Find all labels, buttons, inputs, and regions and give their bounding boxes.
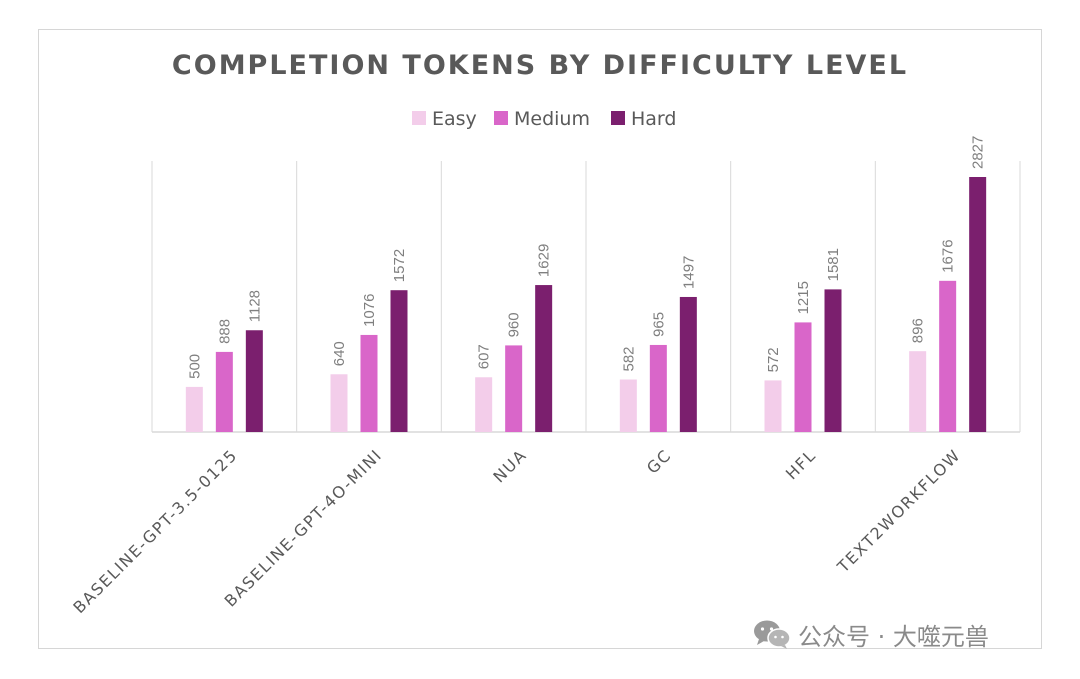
- bar-medium: [505, 345, 523, 432]
- x-tick-label: TEXT2WORKFLOW: [833, 445, 965, 577]
- bar-hard: [535, 285, 553, 432]
- data-label: 1497: [680, 256, 697, 289]
- data-label: 1076: [361, 294, 378, 327]
- legend-swatch-medium: [494, 111, 508, 125]
- data-label: 888: [216, 319, 233, 344]
- data-label: 500: [186, 354, 203, 379]
- watermark: 公众号 · 大噬元兽: [752, 618, 989, 651]
- data-label: 1676: [940, 239, 957, 272]
- data-label: 896: [910, 318, 927, 343]
- bar-easy: [619, 379, 637, 432]
- bar-easy: [185, 386, 203, 432]
- data-label: 607: [476, 344, 493, 369]
- bar-medium: [649, 344, 667, 432]
- chart-title: COMPLETION TOKENS BY DIFFICULTY LEVEL: [172, 50, 908, 81]
- data-label: 960: [506, 312, 523, 337]
- bar-medium: [794, 322, 812, 432]
- bar-hard: [390, 290, 408, 432]
- data-label: 1581: [825, 248, 842, 281]
- legend: Easy Medium Hard: [412, 108, 676, 130]
- x-tick-label: GC: [643, 445, 675, 477]
- legend-swatch-easy: [412, 111, 426, 125]
- plot-area: 500 888 1128 BASELINE-GPT-3.5-0125 640 1076 15…: [69, 136, 1021, 617]
- x-tick-label: HFL: [782, 445, 820, 483]
- legend-swatch-hard: [611, 111, 625, 125]
- bar-easy: [764, 380, 782, 432]
- data-label: 640: [331, 341, 348, 366]
- bar-hard: [679, 296, 697, 432]
- bar-medium: [939, 280, 957, 432]
- legend-label: Medium: [514, 108, 590, 130]
- bar-easy: [475, 377, 493, 432]
- data-label: 1128: [246, 290, 263, 322]
- data-label: 2827: [970, 136, 987, 169]
- data-label: 965: [650, 312, 667, 337]
- data-label: 582: [620, 346, 637, 371]
- x-tick-label: BASELINE-GPT-4O-MINI: [221, 445, 386, 610]
- data-label: 1629: [536, 244, 553, 277]
- data-label: 572: [765, 347, 782, 372]
- bar-medium: [215, 351, 233, 432]
- legend-label: Hard: [631, 108, 676, 130]
- bar-medium: [360, 334, 378, 432]
- data-label: 1215: [795, 281, 812, 314]
- data-label: 1572: [391, 249, 408, 282]
- bar-hard: [824, 289, 842, 432]
- bar-easy: [909, 351, 927, 432]
- watermark-text: 公众号 · 大噬元兽: [798, 622, 989, 651]
- bar-easy: [330, 374, 348, 432]
- wechat-icon: [754, 620, 791, 649]
- bar-hard: [245, 330, 263, 432]
- x-tick-label: NUA: [489, 445, 530, 486]
- bar-hard: [969, 177, 987, 432]
- legend-label: Easy: [432, 108, 477, 130]
- x-tick-label: BASELINE-GPT-3.5-0125: [69, 445, 241, 617]
